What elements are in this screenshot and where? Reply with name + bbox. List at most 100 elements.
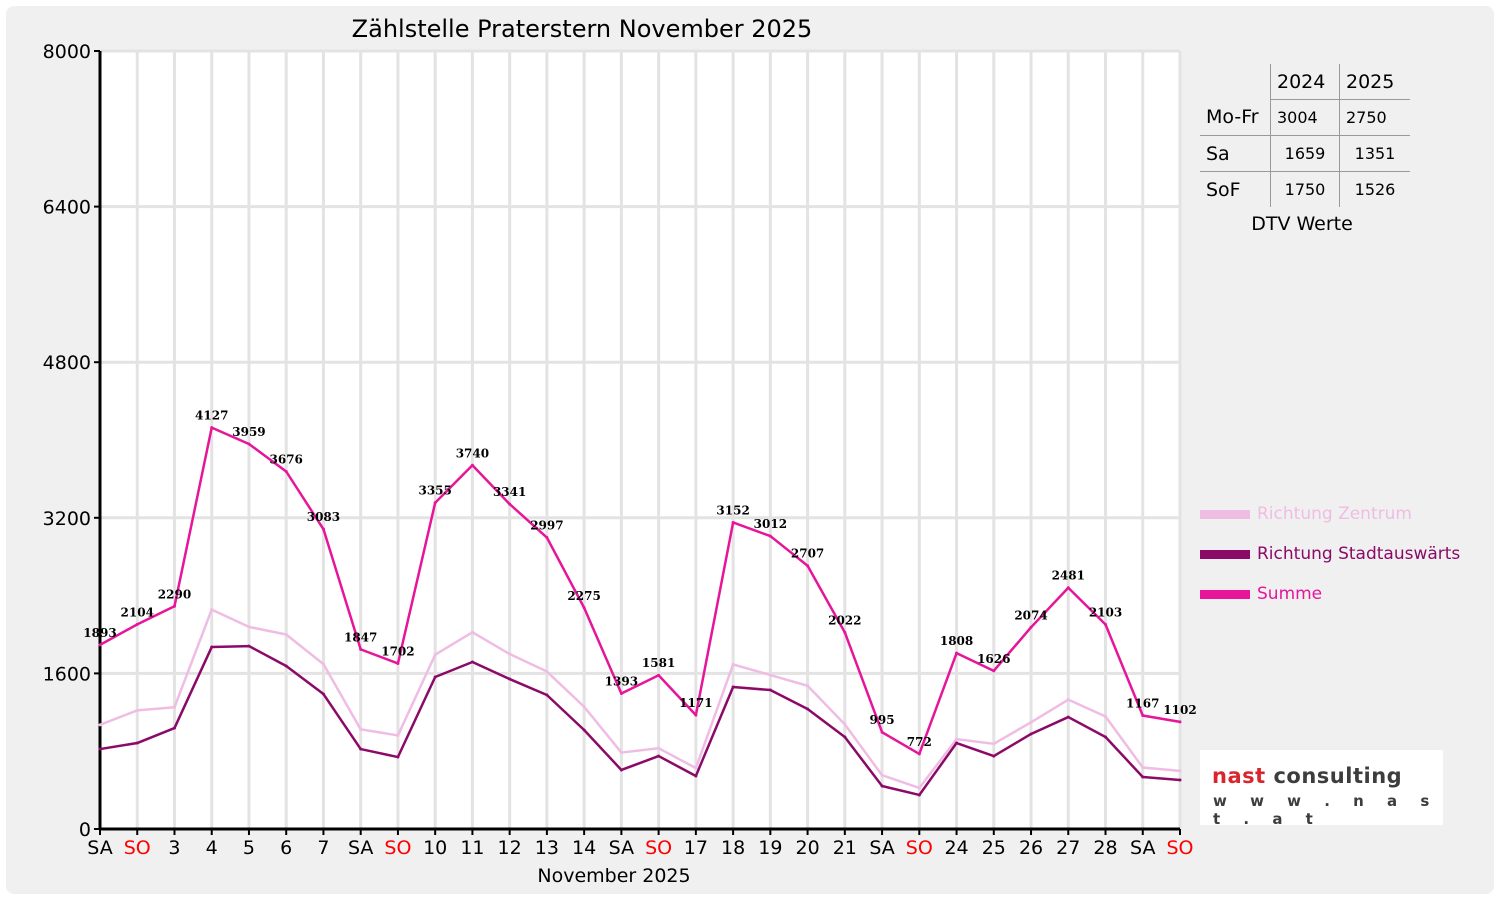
- data-label: 2022: [828, 613, 861, 627]
- data-label: 3152: [716, 503, 749, 517]
- data-point: [1104, 714, 1108, 718]
- table-cell: 2750: [1339, 99, 1410, 136]
- logo-text: nast: [1212, 764, 1266, 788]
- data-point: [1104, 735, 1108, 739]
- data-label: 3740: [456, 446, 489, 460]
- x-tick-label: SA: [348, 837, 373, 859]
- data-point: [98, 723, 102, 727]
- data-point: [545, 670, 549, 674]
- y-tick-label: 6400: [43, 197, 91, 219]
- table-header-cell: 2024: [1270, 64, 1340, 100]
- x-tick-label: 25: [982, 837, 1006, 859]
- x-tick-label: 24: [944, 837, 968, 859]
- series-line-richtung-stadtausw-rts: [99, 644, 1181, 797]
- data-point: [172, 705, 176, 709]
- table-header-row: 2024 2025: [1200, 64, 1410, 100]
- data-point: [247, 625, 251, 629]
- table-caption: DTV Werte: [1251, 213, 1353, 235]
- table-row: SoF 1750 1526: [1200, 171, 1410, 207]
- nast-consulting-logo: nast consulting w w w . n a s t . a t: [1200, 750, 1443, 828]
- data-point: [694, 766, 698, 770]
- x-tick-label: 28: [1093, 837, 1117, 859]
- x-axis-title: November 2025: [537, 865, 690, 887]
- data-point: [992, 669, 996, 673]
- data-label: 1847: [344, 630, 377, 644]
- data-label: 1702: [381, 644, 414, 658]
- data-point: [135, 741, 139, 745]
- chart-title: Zählstelle Praterstern November 2025: [352, 15, 813, 43]
- x-tick-label: 21: [833, 837, 857, 859]
- legend-label: Summe: [1257, 584, 1323, 604]
- x-tick-label: 20: [795, 837, 819, 859]
- x-tick-label: 10: [423, 837, 447, 859]
- data-label: 3959: [232, 425, 265, 439]
- data-point: [470, 630, 474, 634]
- data-point: [396, 755, 400, 759]
- table-row: Sa 1659 1351: [1200, 135, 1410, 172]
- data-point: [955, 737, 959, 741]
- y-tick-label: 4800: [43, 352, 91, 374]
- legend-swatch: [1200, 589, 1250, 599]
- data-label: 3083: [307, 510, 340, 524]
- data-point: [731, 685, 735, 689]
- data-point: [880, 730, 884, 734]
- data-point: [806, 684, 810, 688]
- data-point: [508, 677, 512, 681]
- data-label: 4127: [195, 409, 228, 423]
- data-point: [545, 536, 549, 540]
- table-cell: 1750: [1270, 171, 1340, 207]
- y-tick-label: 8000: [43, 41, 91, 63]
- data-point: [1178, 769, 1182, 773]
- data-point: [284, 633, 288, 636]
- data-label: 1808: [940, 634, 973, 648]
- data-point: [657, 754, 661, 758]
- legend-swatch: [1200, 549, 1250, 559]
- table-cell: Mo-Fr: [1200, 99, 1271, 136]
- data-point: [321, 692, 325, 696]
- data-label: 2103: [1089, 605, 1122, 619]
- x-tick-label: SA: [869, 837, 894, 859]
- data-point: [1141, 775, 1145, 779]
- y-tick-label: 0: [79, 819, 91, 841]
- data-point: [731, 662, 735, 666]
- table-cell: 3004: [1270, 99, 1340, 136]
- data-point: [433, 675, 437, 679]
- x-tick-label: 11: [460, 837, 484, 859]
- data-label: 772: [907, 735, 932, 749]
- data-point: [508, 652, 512, 656]
- table-cell: SoF: [1206, 178, 1241, 201]
- data-point: [247, 442, 251, 446]
- data-point: [955, 741, 959, 745]
- data-point: [880, 773, 884, 777]
- legend-item-stadtauswaerts: Richtung Stadtauswärts: [1200, 534, 1460, 574]
- data-label: 2104: [121, 605, 154, 619]
- data-point: [1066, 698, 1070, 702]
- data-point: [321, 527, 325, 531]
- data-point: [992, 754, 996, 758]
- data-label: 1893: [83, 626, 116, 640]
- data-label: 995: [870, 713, 895, 727]
- data-point: [1178, 720, 1182, 724]
- data-point: [768, 534, 772, 538]
- data-point: [992, 742, 996, 746]
- data-point: [1029, 625, 1033, 629]
- series-line-summe: [99, 426, 1181, 756]
- data-point: [619, 751, 623, 755]
- data-label: 1171: [679, 696, 712, 710]
- data-point: [657, 673, 661, 677]
- data-point: [582, 728, 586, 732]
- data-point: [1029, 732, 1033, 736]
- data-point: [545, 693, 549, 697]
- data-point: [135, 708, 139, 712]
- x-tick-label: 5: [243, 837, 255, 859]
- plot-area: [100, 51, 1180, 829]
- data-label: 1581: [642, 656, 675, 670]
- x-tick-label: SA: [87, 837, 112, 859]
- data-point: [843, 722, 847, 726]
- data-point: [806, 564, 810, 568]
- data-point: [470, 463, 474, 467]
- data-point: [694, 774, 698, 778]
- data-point: [247, 644, 251, 648]
- series-line-richtung-zentrum: [99, 608, 1181, 790]
- table-row: Mo-Fr 3004 2750: [1200, 99, 1410, 136]
